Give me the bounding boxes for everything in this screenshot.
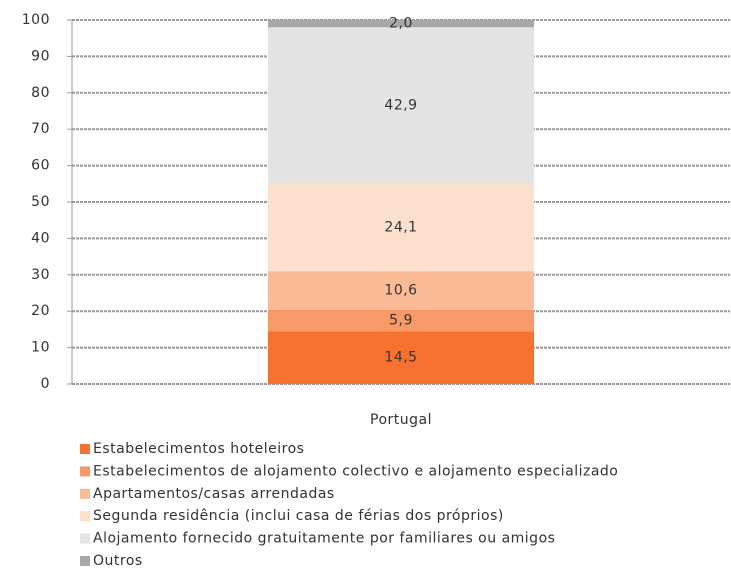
data-label: 2,0 [389,16,413,32]
y-tick-label: 100 [22,12,50,28]
data-label: 10,6 [384,282,417,298]
y-tick-label: 90 [31,48,50,64]
y-tick-label: 30 [31,267,50,283]
y-tick-label: 50 [31,194,50,210]
legend-swatch [80,466,90,477]
y-tick-label: 0 [41,376,50,392]
legend-swatch [80,511,90,522]
y-tick-label: 70 [31,121,50,137]
data-label: 14,5 [384,350,417,366]
bar-segment [268,27,534,184]
bar-segment [268,20,534,28]
y-tick-label: 10 [31,340,50,356]
bar-segment [268,309,534,332]
y-tick-label: 20 [31,303,50,319]
legend-swatch [80,533,90,544]
y-tick-label: 40 [31,230,50,246]
legend-swatch [80,444,90,454]
bar-segment [268,271,534,310]
legend-label: Outros [93,553,143,569]
legend-label: Alojamento fornecido gratuitamente por f… [93,531,555,547]
legend-label: Estabelecimentos hoteleiros [93,441,304,457]
bar-segment [268,331,534,384]
legend-label: Segunda residência (inclui casa de féria… [93,508,504,524]
x-tick-label: Portugal [370,412,432,428]
bar-segment [268,183,534,272]
legend-label: Estabelecimentos de alojamento colectivo… [93,463,618,479]
data-label: 42,9 [384,97,417,113]
legend-label: Apartamentos/casas arrendadas [93,486,335,502]
y-tick-label: 60 [31,158,50,174]
legend-swatch [80,556,90,566]
legend-swatch [80,488,90,499]
y-tick-label: 80 [31,85,50,101]
data-label: 5,9 [389,312,413,328]
data-label: 24,1 [384,219,417,235]
